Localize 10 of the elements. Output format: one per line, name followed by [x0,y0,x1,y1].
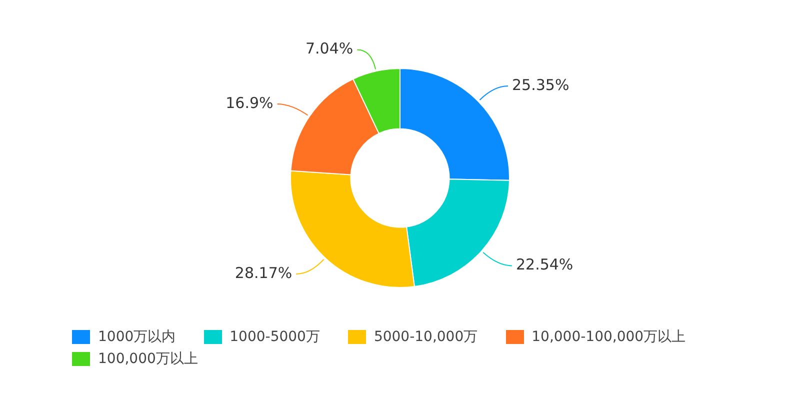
legend-label: 10,000-100,000万以上 [532,328,686,346]
legend-label: 5000-10,000万 [374,328,478,346]
data-label: 7.04% [305,40,354,58]
data-label: 16.9% [226,94,274,112]
legend-label: 1000-5000万 [230,328,320,346]
data-label: 25.35% [512,76,570,94]
data-label: 28.17% [234,264,292,282]
data-label: 22.54% [516,256,574,274]
legend-label: 100,000万以上 [98,350,198,368]
legend-label: 1000万以内 [98,328,176,346]
